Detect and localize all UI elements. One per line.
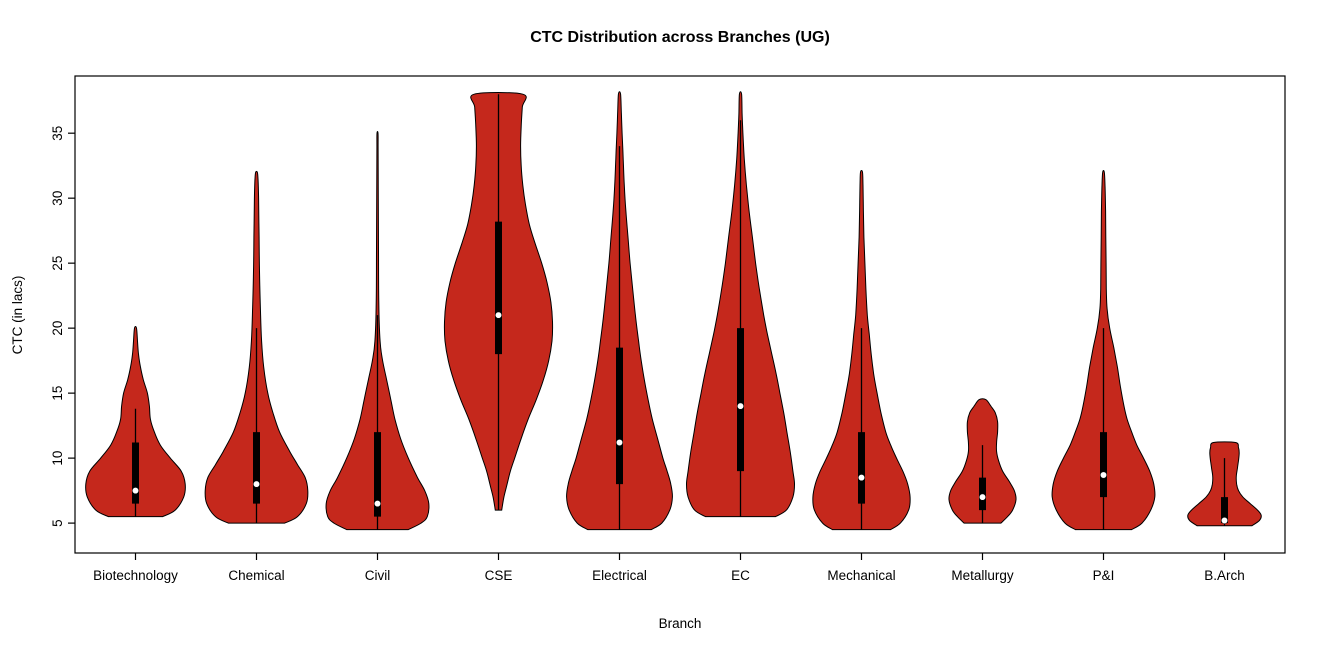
x-tick-label: Metallurgy [951,568,1014,583]
x-axis: Biotechnology Chemical Civil CSE Electrical E… [93,553,1245,583]
median-dot [374,500,381,508]
y-tick-label: 5 [50,519,65,527]
y-tick-label: 25 [50,256,65,271]
median-dot [1100,471,1107,479]
y-axis-title: CTC (in lacs) [10,276,25,355]
median-dot [253,480,260,488]
violin-mechanical [812,170,911,531]
x-tick-label: Chemical [228,568,284,583]
x-tick-label: Electrical [592,568,647,583]
y-tick-label: 20 [50,321,65,336]
y-tick-label: 15 [50,386,65,401]
violin-electrical [566,91,673,531]
x-tick-label: P&I [1093,568,1115,583]
median-dot [132,487,139,495]
x-tick-label: Mechanical [827,568,895,583]
median-dot [858,474,865,482]
violin-civil [325,131,430,531]
y-axis: 5 10 15 20 25 30 35 [50,126,75,527]
x-tick-label: B.Arch [1204,568,1245,583]
chart-title: CTC Distribution across Branches (UG) [530,29,830,46]
violin-biotechnology [85,326,186,518]
violin-p-i [1051,170,1156,531]
median-dot [1221,517,1228,524]
violin-ec [685,91,796,518]
violins-group [85,91,1262,531]
violin-metallurgy [948,398,1017,524]
violin-cse [443,92,554,511]
median-dot [616,439,623,446]
x-tick-label: Biotechnology [93,568,178,583]
median-dot [737,402,744,410]
y-tick-label: 35 [50,126,65,141]
x-axis-title: Branch [659,616,702,631]
x-tick-label: CSE [485,568,513,583]
x-tick-label: Civil [365,568,391,583]
median-dot [495,311,502,319]
y-tick-label: 10 [50,451,65,466]
plot-border [74,75,1286,554]
violin-b-arch [1187,441,1262,527]
violin-chemical [204,170,309,524]
y-tick-label: 30 [50,191,65,206]
x-tick-label: EC [731,568,750,583]
median-dot [979,493,986,501]
